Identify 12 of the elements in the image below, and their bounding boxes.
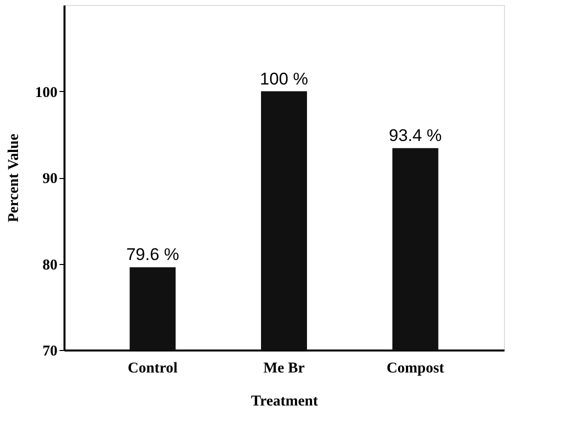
y-tick-label: 70 xyxy=(42,344,58,360)
x-axis-title: Treatment xyxy=(251,394,318,410)
y-tick-label: 100 xyxy=(35,84,58,101)
x-tick-label: Compost xyxy=(386,360,444,376)
y-tick-label: 80 xyxy=(42,257,58,274)
x-tick-label: Control xyxy=(128,360,178,376)
data-label: 79.6 % xyxy=(126,245,180,264)
data-label: 100 % xyxy=(260,69,308,88)
data-label: 93.4 % xyxy=(388,126,442,146)
x-tick-label: Me Br xyxy=(263,360,305,376)
y-tick-label: 90 xyxy=(42,171,58,187)
y-axis-title: Percent Value xyxy=(6,133,22,222)
